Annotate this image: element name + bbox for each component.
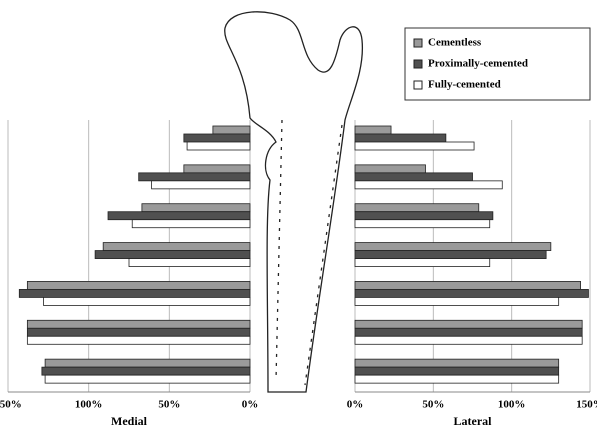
bar [355, 259, 490, 267]
bar [355, 251, 546, 259]
bar [355, 165, 426, 173]
x-axis-label: Lateral [454, 414, 493, 428]
legend-label: Proximally-cemented [428, 58, 528, 70]
bar [184, 165, 250, 173]
legend-label: Cementless [428, 37, 482, 49]
bar [355, 375, 559, 383]
x-tick-label: 100% [498, 399, 526, 411]
bar [355, 243, 551, 251]
bar [45, 359, 250, 367]
bar [184, 134, 250, 142]
bar [213, 126, 250, 134]
bar [43, 297, 250, 305]
bar [27, 281, 250, 289]
bar [355, 142, 474, 150]
x-axis-label: Medial [111, 414, 148, 428]
bar [355, 289, 588, 297]
x-tick-label: 0% [242, 399, 259, 411]
bar [355, 212, 493, 220]
bar [355, 126, 391, 134]
x-tick-label: 150% [576, 399, 597, 411]
legend-swatch [414, 60, 422, 68]
bar [355, 367, 559, 375]
bar [355, 220, 490, 228]
chart: 150% 100% 50% 0% Medial 0% 50% 100% 150% Lateral C… [0, 0, 597, 430]
bar [27, 328, 250, 336]
x-tick-label: 50% [158, 399, 180, 411]
bar [187, 142, 250, 150]
bar [355, 204, 479, 212]
bar [355, 336, 582, 344]
bar [19, 289, 250, 297]
bar [355, 297, 559, 305]
bar [45, 375, 250, 383]
bar [355, 134, 446, 142]
bar [355, 328, 582, 336]
bar [142, 204, 250, 212]
bar [132, 220, 250, 228]
legend-swatch [414, 39, 422, 47]
bar [355, 181, 502, 189]
bar [27, 336, 250, 344]
x-tick-label: 100% [75, 399, 103, 411]
bar [152, 181, 250, 189]
bar [103, 243, 250, 251]
bar [139, 173, 250, 181]
bar [355, 359, 559, 367]
bar [129, 259, 250, 267]
bar [95, 251, 250, 259]
x-tick-label: 50% [422, 399, 444, 411]
bar [42, 367, 250, 375]
bar [27, 320, 250, 328]
x-tick-label: 150% [0, 399, 22, 411]
legend-swatch [414, 81, 422, 89]
bar [355, 320, 582, 328]
x-tick-label: 0% [347, 399, 364, 411]
bar [355, 281, 581, 289]
bar [108, 212, 250, 220]
legend-label: Fully-cemented [428, 79, 501, 91]
bar [355, 173, 473, 181]
